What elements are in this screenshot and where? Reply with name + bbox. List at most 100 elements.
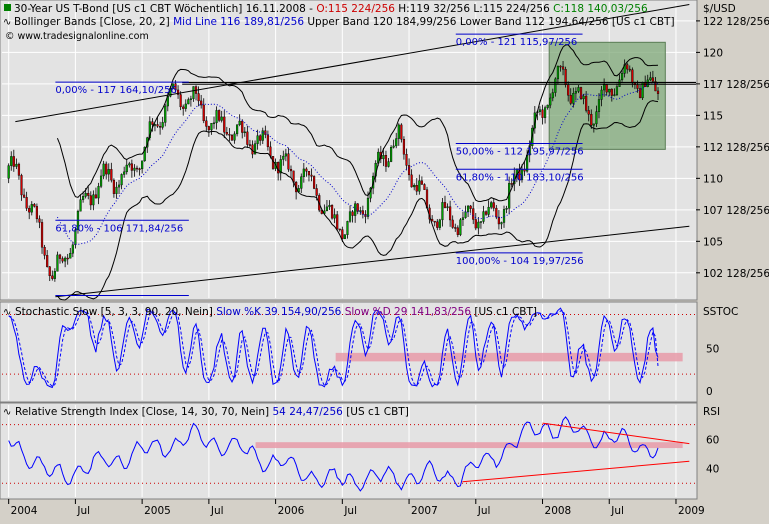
candle-body [171,83,175,89]
price-unit-label: $/USD [703,3,736,15]
candle-body [466,205,470,213]
fib-2004-1-label: 61,80% - 106 171,84/256 [55,223,183,234]
candle-body [628,68,631,71]
candle-body [433,220,436,223]
x-tick-label: 2007 [411,505,438,517]
candle-body [174,83,177,91]
x-tick-label: Jul [610,505,624,517]
candle-body [395,138,398,147]
candle-body [161,122,164,128]
candle-body [343,234,346,239]
candle-body [284,153,287,157]
candle-body [605,83,608,93]
stochastic-k-line [8,307,659,389]
candle-body [348,211,352,222]
candle-body [341,229,344,239]
candle-body [246,131,249,145]
price-tick-label: 112 128/256 [703,142,769,154]
candle-body [497,216,500,225]
rsi-value-label: 54 24,47/256 [273,406,344,418]
x-tick-label: Jul [343,505,357,517]
candle-body [243,131,246,134]
candle-body [574,91,577,94]
candle-body [595,111,598,125]
candle-body [312,176,316,189]
fib-2007-2-label: 61,80% - 110 183,10/256 [456,172,584,183]
candle-body [215,110,218,124]
candle-body [189,98,192,100]
candle-body [656,90,660,94]
header-part: Upper Band 120 184,99/256 Lower Band 112… [304,16,675,28]
candle-body [397,124,400,139]
candle-body [420,180,423,185]
header-part: Bollinger Bands [Close, 20, 2] [14,16,173,28]
candle-body [220,116,223,121]
candle-body [71,244,74,254]
candle-body [259,135,262,141]
candle-body [48,266,51,277]
candle-body [418,180,421,192]
candle-body [382,155,385,160]
candle-body [438,219,441,228]
header-part: Mid Line 116 189,81/256 [173,16,304,28]
candle-body [66,257,69,260]
price-tick-label: 115 [703,110,723,122]
candle-body [125,164,128,173]
candle-body [490,202,493,208]
fib-2004-0-label: 0,00% - 117 164,10/256 [55,85,176,96]
candle-body [631,69,634,84]
candle-body [333,214,336,219]
candle-body [302,168,305,177]
candle-body [253,143,257,155]
candle-body [405,154,408,166]
rsi-trendline-upper [542,422,690,445]
candle-body [307,171,311,176]
candle-body [410,174,413,188]
candle-body [600,89,603,100]
candle-body [459,219,462,235]
candle-body [454,227,457,229]
candle-body [94,194,98,199]
candle-body [585,95,588,111]
candle-body [549,97,552,106]
candle-body [338,228,341,231]
rsi-title-line: Relative Strength Index [Close, 14, 30, … [15,406,409,418]
candle-body [210,123,213,131]
rsi-source: [US c1 CBT] [346,406,409,418]
candle-body [354,203,357,216]
candle-body [451,219,454,228]
candle-body [74,229,77,246]
rsi-header: ∿ Relative Strength Index [Close, 14, 30… [3,406,409,418]
candle-body [572,93,575,104]
candle-body [287,153,290,170]
candle-body [569,94,572,104]
candle-body [502,209,506,223]
candle-body [200,100,203,106]
candle-body [551,92,554,99]
candle-body [559,65,562,68]
candle-body [230,134,234,141]
price-tick-label: 122 128/256 [703,16,769,28]
candle-body [392,145,395,148]
consolidation-box [548,41,666,150]
candle-body [10,156,13,166]
candle-body [117,184,121,188]
candle-body [115,186,118,194]
rsi-panel [0,402,698,500]
candle-body [474,219,477,229]
candle-body [128,163,131,166]
candle-body [28,208,31,213]
candle-body [110,169,113,181]
candle-body [22,194,26,198]
candle-body [325,206,329,212]
candle-body [248,144,252,146]
stochastic-highlight-zone [335,352,683,362]
price-tick-label: 105 [703,236,723,248]
candle-body [141,160,144,170]
candle-body [279,159,282,174]
candle-body [567,84,570,96]
x-tick-label: 2004 [11,505,38,517]
candle-body [638,88,642,99]
candle-body [282,155,285,160]
